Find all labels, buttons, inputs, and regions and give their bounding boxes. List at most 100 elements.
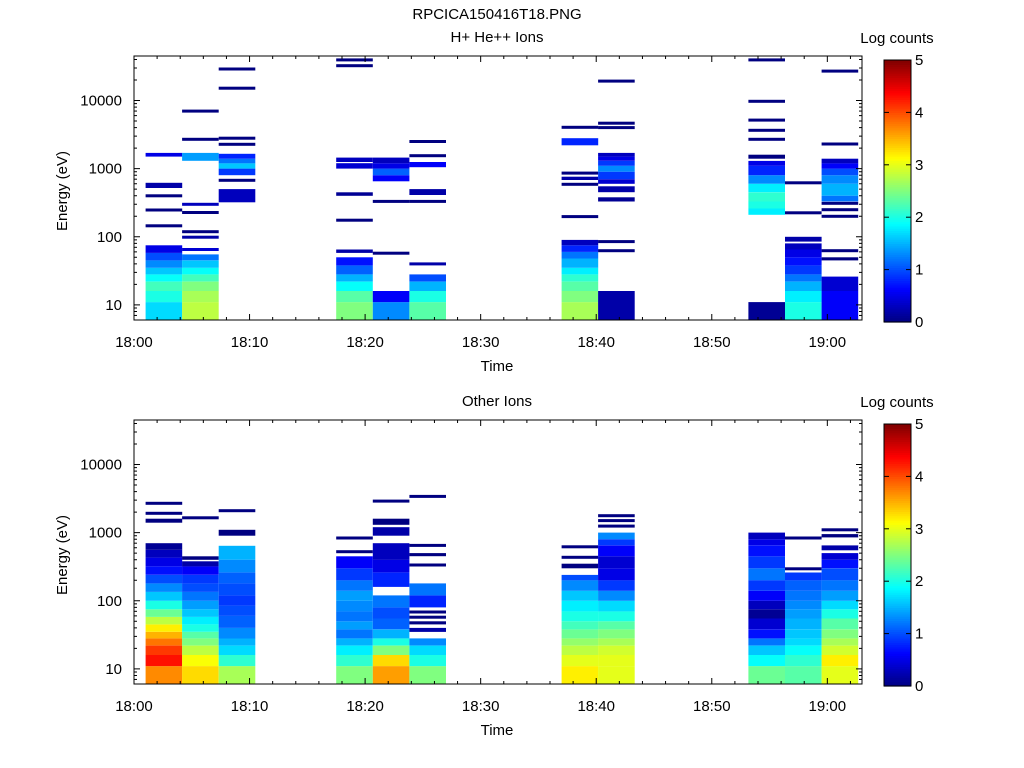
spectrogram-cell [145,267,183,275]
spectrogram-cell [748,165,785,176]
spectrogram-cell [409,610,446,614]
colorbar-segment [884,605,911,608]
spectrogram-cell [561,638,599,646]
colorbar-segment [884,557,911,560]
colorbar-segment [884,565,911,569]
spectrogram-cell [785,536,822,540]
spectrogram-cell [748,302,785,320]
spectrogram-cell [598,179,635,184]
spectrogram-cell [182,631,219,639]
spectrogram-cell [748,545,785,557]
spectrogram-cell [182,600,219,610]
spectrogram-cell [145,638,183,646]
colorbar-segment [884,267,911,271]
spectrogram-cell [145,591,183,601]
colorbar-segment [884,620,911,624]
spectrogram-cell [182,516,219,520]
spectrogram-cell [409,563,446,567]
colorbar-segment [884,472,911,475]
spectrogram-cell [785,567,822,571]
colorbar-segment [884,467,911,471]
colorbar-segment [884,644,911,648]
colorbar-segment [884,280,911,284]
spectrogram-cell [182,645,219,655]
colorbar-segment [884,197,911,201]
spectrogram-cell [598,580,635,591]
spectrogram-cell [218,545,256,560]
spectrogram-cell [182,556,219,560]
spectrogram-cell [561,545,599,549]
colorbar-segment [884,657,911,661]
spectrogram-cell [182,624,219,632]
colorbar-segment [884,265,911,269]
colorbar-segment [884,624,911,628]
spectrogram-cell [821,142,859,146]
colorbar-segment [884,245,911,249]
panel-title: Other Ions [462,393,532,410]
spectrogram-cell [598,291,635,320]
colorbar-segment [884,517,911,521]
colorbar-segment [884,177,911,181]
spectrogram-cell [598,611,635,622]
spectrogram-cell [561,251,599,259]
colorbar-segment [884,199,911,203]
spectrogram-cell [372,543,410,560]
spectrogram-cell [785,590,822,601]
spectrogram-cell [336,536,373,540]
spectrogram-cell [821,158,859,164]
colorbar-segment [884,683,911,687]
colorbar-segment [884,568,911,571]
colorbar-tick-label: 1 [915,262,923,279]
spectrogram-cell [145,291,183,303]
spectrogram-cell [336,302,373,320]
colorbar-segment [884,138,911,142]
spectrogram-cell [785,236,822,242]
colorbar-segment [884,208,911,212]
colorbar-segment [884,524,911,528]
colorbar-segment [884,254,911,258]
colorbar-segment [884,110,911,113]
spectrogram-cell [145,543,183,550]
colorbar-segment [884,679,911,683]
colorbar-segment [884,594,911,598]
spectrogram-cell [145,501,183,505]
spectrogram-cell [598,666,635,684]
spectrogram-cell [785,645,822,655]
spectrogram-cell [748,137,785,141]
colorbar-segment [884,304,911,308]
colorbar-segment [884,282,911,286]
spectrogram-cell [821,655,859,667]
colorbar-segment [884,234,911,238]
spectrogram-cell [218,615,256,628]
figure-title: RPCICA150416T18.PNG [412,6,581,23]
spectrogram-cell [372,559,410,573]
colorbar-tick-label: 5 [915,52,923,69]
spectrogram-cell [821,208,859,212]
colorbar-segment [884,509,911,512]
colorbar-segment [884,603,911,606]
colorbar-segment [884,434,911,438]
spectrogram-cell [218,666,256,684]
spectrogram-cell [785,274,822,282]
spectrogram-cell [372,251,410,255]
spectrogram-cell [372,168,410,176]
colorbar-segment [884,550,911,554]
colorbar-segment [884,504,911,508]
spectrogram-cell [561,239,599,246]
spectrogram-cell [336,291,373,303]
colorbar-segment [884,469,911,473]
colorbar-segment [884,642,911,646]
colorbar-segment [884,284,911,288]
spectrogram-cell [336,611,373,622]
colorbar-segment [884,239,911,242]
spectrogram-cell [409,583,446,596]
colorbar-segment [884,535,911,539]
colorbar-segment [884,570,911,574]
colorbar-segment [884,210,911,214]
spectrogram-cell [821,568,859,581]
colorbar-segment [884,228,911,231]
spectrogram-cell [336,64,373,68]
colorbar-segment [884,86,911,89]
spectrogram-cell [336,621,373,630]
colorbar-segment [884,598,911,602]
